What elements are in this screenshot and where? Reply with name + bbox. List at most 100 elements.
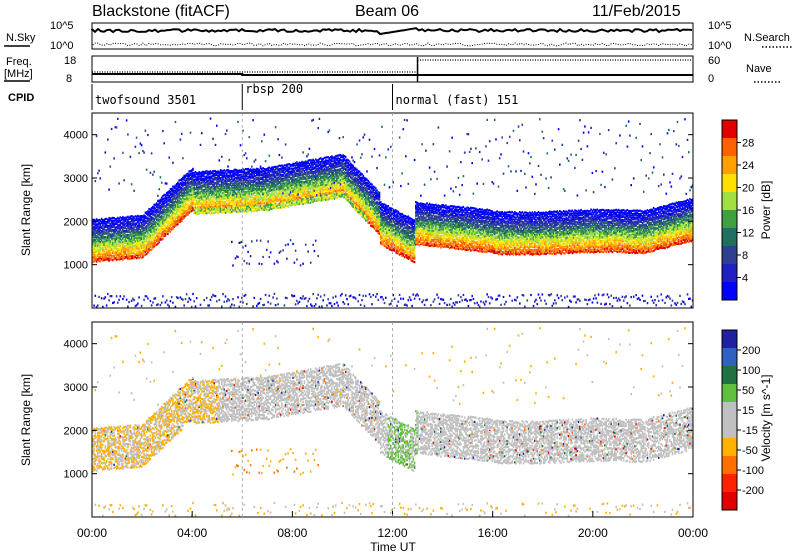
data-cell xyxy=(140,256,143,259)
data-cell xyxy=(164,195,167,198)
data-cell xyxy=(147,223,149,226)
data-cell xyxy=(165,207,168,210)
data-cell xyxy=(148,210,150,214)
data-cell xyxy=(138,250,140,253)
data-cell xyxy=(117,253,119,257)
data-cell xyxy=(123,226,125,230)
data-cell xyxy=(329,302,332,305)
data-cell xyxy=(103,232,105,236)
data-cell xyxy=(103,252,105,255)
data-cell xyxy=(133,226,135,229)
data-cell xyxy=(148,239,150,242)
data-cell xyxy=(222,293,224,296)
data-cell xyxy=(100,230,103,233)
data-cell xyxy=(124,226,127,230)
data-cell xyxy=(94,226,97,229)
data-cell xyxy=(147,227,149,230)
data-cell xyxy=(177,187,179,190)
data-cell xyxy=(362,174,365,177)
power-scatter xyxy=(92,117,694,308)
data-cell xyxy=(175,215,178,218)
data-cell xyxy=(130,215,133,218)
data-cell xyxy=(168,191,170,194)
data-cell xyxy=(258,262,261,265)
data-cell xyxy=(183,192,185,195)
data-cell xyxy=(130,299,133,302)
data-cell xyxy=(132,215,134,218)
data-cell xyxy=(113,257,115,261)
data-cell xyxy=(120,230,123,233)
data-cell xyxy=(179,205,182,208)
data-cell xyxy=(147,297,149,300)
data-cell xyxy=(108,217,110,220)
data-cell xyxy=(129,234,132,237)
data-cell xyxy=(189,188,192,191)
data-cell xyxy=(128,220,130,224)
data-cell xyxy=(99,219,102,222)
data-cell xyxy=(177,205,179,209)
data-cell xyxy=(92,246,94,249)
data-cell xyxy=(263,133,266,136)
data-cell xyxy=(117,117,119,120)
data-cell xyxy=(144,295,147,298)
data-cell xyxy=(175,191,178,194)
data-cell xyxy=(148,212,150,215)
data-cell xyxy=(94,253,97,257)
data-cell xyxy=(165,198,168,201)
data-cell xyxy=(168,305,170,308)
data-cell xyxy=(117,230,119,233)
data-cell xyxy=(108,257,110,260)
data-cell xyxy=(125,256,128,260)
data-cell xyxy=(125,119,128,122)
data-cell xyxy=(283,304,286,307)
data-cell xyxy=(175,212,178,215)
data-cell xyxy=(148,228,150,231)
data-cell xyxy=(193,175,195,178)
data-cell xyxy=(153,203,155,206)
data-cell xyxy=(148,241,150,244)
data-cell xyxy=(353,161,356,164)
data-cell xyxy=(119,221,122,224)
data-cell xyxy=(147,224,149,227)
data-cell xyxy=(173,193,175,196)
data-cell xyxy=(193,202,195,205)
data-cell xyxy=(302,295,304,298)
data-cell xyxy=(294,303,297,306)
data-cell xyxy=(155,243,158,246)
data-cell xyxy=(98,256,100,259)
data-cell xyxy=(123,257,125,260)
data-cell xyxy=(109,254,112,257)
data-cell xyxy=(182,199,184,202)
data-cell xyxy=(123,246,125,249)
data-cell xyxy=(164,228,167,231)
data-cell xyxy=(184,182,187,185)
data-cell xyxy=(165,226,168,230)
data-cell xyxy=(115,232,118,235)
data-cell xyxy=(113,250,115,253)
freq-trace xyxy=(92,73,693,76)
data-cell xyxy=(163,221,165,224)
data-cell xyxy=(110,219,113,222)
data-cell xyxy=(170,194,173,197)
data-cell xyxy=(110,295,113,298)
data-cell xyxy=(150,218,153,221)
data-cell xyxy=(182,201,184,204)
data-cell xyxy=(117,226,119,229)
data-cell xyxy=(114,251,117,254)
data-cell xyxy=(103,257,105,260)
data-cell xyxy=(195,179,198,182)
data-cell xyxy=(115,247,118,250)
data-cell xyxy=(129,243,132,246)
data-cell xyxy=(149,299,152,303)
data-cell xyxy=(177,216,179,219)
data-cell xyxy=(142,227,144,230)
data-cell xyxy=(167,222,169,226)
data-cell xyxy=(209,298,212,301)
data-cell xyxy=(102,219,104,222)
data-cell xyxy=(187,174,189,178)
data-cell xyxy=(158,233,160,236)
data-cell xyxy=(152,213,154,216)
data-cell xyxy=(200,132,203,135)
data-cell xyxy=(160,233,163,236)
data-cell xyxy=(95,305,98,308)
